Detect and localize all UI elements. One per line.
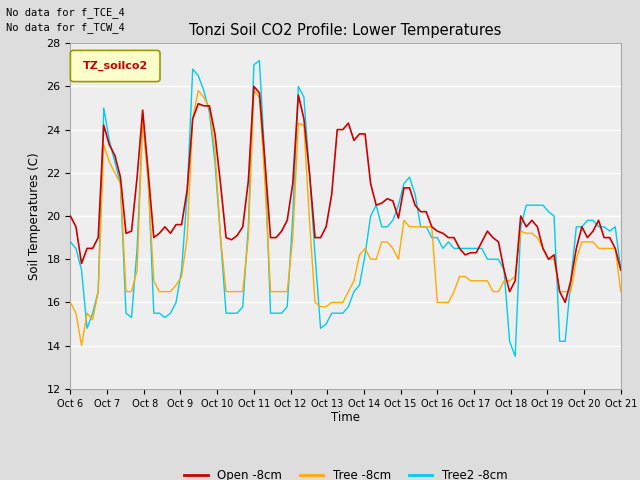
Text: No data for f_TCW_4: No data for f_TCW_4	[6, 22, 125, 33]
Text: TZ_soilco2: TZ_soilco2	[83, 61, 148, 71]
Legend: Open -8cm, Tree -8cm, Tree2 -8cm: Open -8cm, Tree -8cm, Tree2 -8cm	[179, 464, 512, 480]
Text: No data for f_TCE_4: No data for f_TCE_4	[6, 7, 125, 18]
X-axis label: Time: Time	[331, 411, 360, 424]
Title: Tonzi Soil CO2 Profile: Lower Temperatures: Tonzi Soil CO2 Profile: Lower Temperatur…	[189, 23, 502, 38]
Y-axis label: Soil Temperatures (C): Soil Temperatures (C)	[28, 152, 41, 280]
